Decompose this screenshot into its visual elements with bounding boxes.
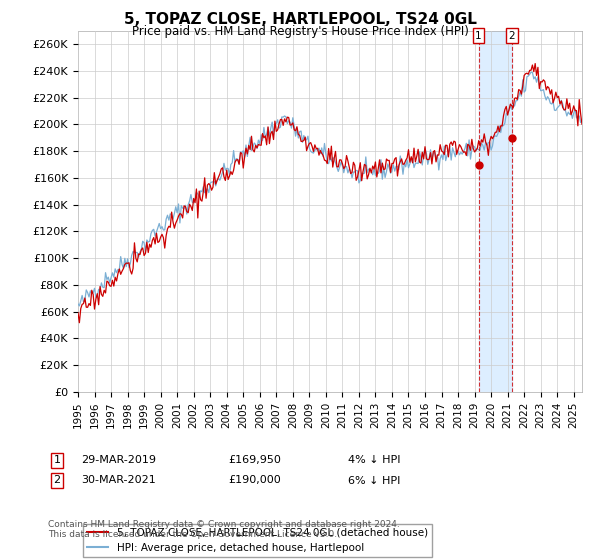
Text: 6% ↓ HPI: 6% ↓ HPI: [348, 475, 400, 486]
Text: 1: 1: [475, 31, 482, 41]
Text: 1: 1: [53, 455, 61, 465]
Text: Price paid vs. HM Land Registry's House Price Index (HPI): Price paid vs. HM Land Registry's House …: [131, 25, 469, 38]
Text: 29-MAR-2019: 29-MAR-2019: [81, 455, 156, 465]
Text: 5, TOPAZ CLOSE, HARTLEPOOL, TS24 0GL: 5, TOPAZ CLOSE, HARTLEPOOL, TS24 0GL: [124, 12, 476, 27]
Text: £169,950: £169,950: [228, 455, 281, 465]
Bar: [479, 31, 512, 392]
Text: £190,000: £190,000: [228, 475, 281, 486]
Text: Contains HM Land Registry data © Crown copyright and database right 2024.
This d: Contains HM Land Registry data © Crown c…: [48, 520, 400, 539]
Text: 30-MAR-2021: 30-MAR-2021: [81, 475, 156, 486]
Text: 2: 2: [508, 31, 515, 41]
Text: 4% ↓ HPI: 4% ↓ HPI: [348, 455, 401, 465]
Text: 2: 2: [53, 475, 61, 486]
Legend: 5, TOPAZ CLOSE, HARTLEPOOL, TS24 0GL (detached house), HPI: Average price, detac: 5, TOPAZ CLOSE, HARTLEPOOL, TS24 0GL (de…: [83, 524, 432, 557]
